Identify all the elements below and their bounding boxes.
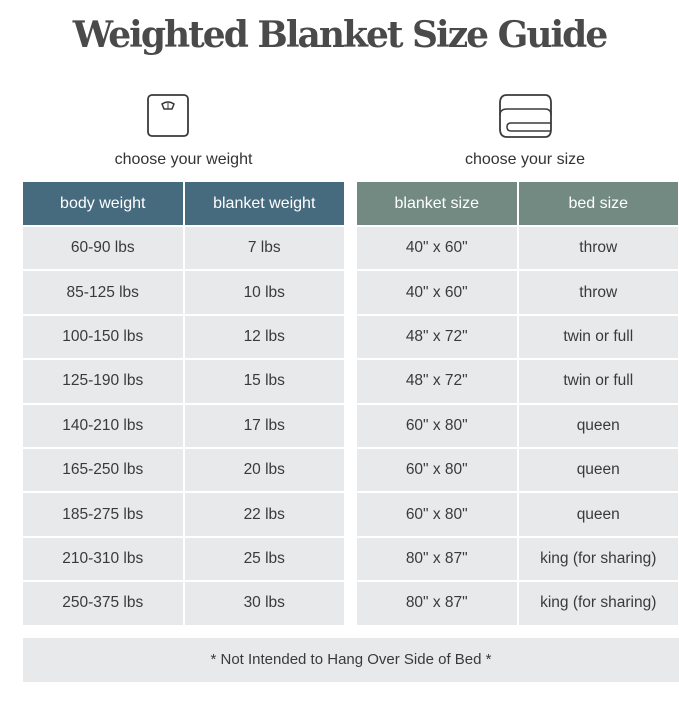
table-cell: queen (518, 404, 678, 447)
table-row: 140-210 lbs 17 lbs (23, 404, 344, 447)
table-cell: 60" x 80" (357, 404, 517, 447)
table-row: 85-125 lbs 10 lbs (23, 271, 344, 314)
table-row: 40" x 60" throw (357, 227, 678, 270)
header-blanket-size: blanket size (357, 182, 517, 225)
table-row: 165-250 lbs 20 lbs (23, 448, 344, 492)
table-cell: 17 lbs (184, 404, 344, 447)
table-cell: 60-90 lbs (23, 227, 183, 270)
footnote: * Not Intended to Hang Over Side of Bed … (23, 638, 679, 682)
table-cell: 85-125 lbs (23, 271, 183, 314)
table-cell: 80" x 87" (357, 537, 517, 581)
table-row: 60-90 lbs 7 lbs (23, 227, 344, 270)
table-cell: 10 lbs (184, 271, 344, 314)
table-cell: 40" x 60" (357, 271, 517, 314)
table-row: 60" x 80" queen (357, 404, 678, 447)
table-cell: throw (518, 227, 678, 270)
table-cell: 210-310 lbs (23, 537, 183, 581)
table-cell: twin or full (518, 315, 678, 359)
table-row: 40" x 60" throw (357, 271, 678, 314)
header-body-weight: body weight (23, 182, 183, 225)
table-row: 125-190 lbs 15 lbs (23, 360, 344, 403)
table-row: 60" x 80" queen (357, 448, 678, 492)
table-cell: 12 lbs (184, 315, 344, 359)
table-row: 80" x 87" king (for sharing) (357, 537, 678, 581)
table-cell: 100-150 lbs (23, 315, 183, 359)
folded-blanket-icon (499, 94, 552, 138)
table-cell: 165-250 lbs (23, 448, 183, 492)
table-cell: 30 lbs (184, 582, 344, 625)
table-cell: 48" x 72" (357, 360, 517, 403)
table-cell: 140-210 lbs (23, 404, 183, 447)
table-cell: 48" x 72" (357, 315, 517, 359)
table-row: 250-375 lbs 30 lbs (23, 582, 344, 625)
size-table: blanket size bed size 40" x 60" throw 40" … (355, 180, 679, 627)
table-cell: queen (518, 448, 678, 492)
table-cell: king (for sharing) (518, 537, 678, 581)
table-cell: 20 lbs (184, 448, 344, 492)
table-cell: 25 lbs (184, 537, 344, 581)
table-row: 80" x 87" king (for sharing) (357, 582, 678, 625)
table-row: 210-310 lbs 25 lbs (23, 537, 344, 581)
table-cell: 15 lbs (184, 360, 344, 403)
choose-weight-label: choose your weight (114, 151, 253, 168)
page-title: Weighted Blanket Size Guide (72, 14, 609, 56)
table-row: 100-150 lbs 12 lbs (23, 315, 344, 359)
table-cell: 22 lbs (184, 493, 344, 536)
table-cell: king (for sharing) (518, 582, 678, 625)
table-cell: 60" x 80" (357, 448, 517, 492)
table-cell: 185-275 lbs (23, 493, 183, 536)
table-cell: 80" x 87" (357, 582, 517, 625)
table-cell: 40" x 60" (357, 227, 517, 270)
table-cell: 250-375 lbs (23, 582, 183, 625)
table-cell: throw (518, 271, 678, 314)
table-cell: queen (518, 493, 678, 536)
table-cell: 60" x 80" (357, 493, 517, 536)
table-cell: 125-190 lbs (23, 360, 183, 403)
table-cell: twin or full (518, 360, 678, 403)
header-blanket-weight: blanket weight (184, 182, 344, 225)
table-row: 48" x 72" twin or full (357, 315, 678, 359)
scale-icon (147, 94, 189, 137)
table-row: 48" x 72" twin or full (357, 360, 678, 403)
table-cell: 7 lbs (184, 227, 344, 270)
table-row: 60" x 80" queen (357, 493, 678, 536)
weight-table: body weight blanket weight 60-90 lbs 7 lb… (21, 180, 346, 627)
table-row: 185-275 lbs 22 lbs (23, 493, 344, 536)
header-bed-size: bed size (518, 182, 678, 225)
choose-size-label: choose your size (464, 151, 586, 168)
